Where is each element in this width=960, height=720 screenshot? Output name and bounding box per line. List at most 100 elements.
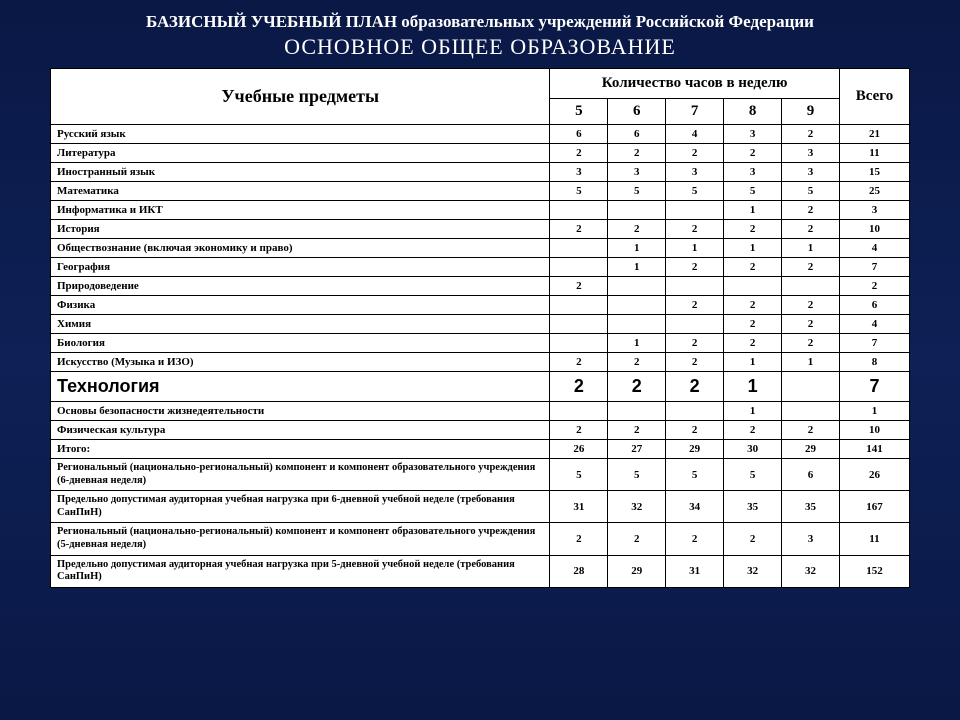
value-cell: 2: [782, 421, 840, 440]
value-cell: 2: [724, 334, 782, 353]
table-row: Иностранный язык3333315: [51, 163, 910, 182]
value-cell: 2: [608, 353, 666, 372]
subject-cell: Природоведение: [51, 277, 550, 296]
value-cell: 1: [724, 239, 782, 258]
value-cell: [550, 402, 608, 421]
subject-cell: Искусство (Музыка и ИЗО): [51, 353, 550, 372]
value-cell: 28: [550, 555, 608, 587]
value-cell: 5: [782, 182, 840, 201]
value-cell: 2: [666, 353, 724, 372]
value-cell: 1: [608, 258, 666, 277]
value-cell: [550, 258, 608, 277]
table-row: Предельно допустимая аудиторная учебная …: [51, 491, 910, 523]
total-cell: 2: [839, 277, 909, 296]
table-row: Природоведение22: [51, 277, 910, 296]
value-cell: 1: [724, 372, 782, 402]
subject-cell: Химия: [51, 315, 550, 334]
subject-cell: История: [51, 220, 550, 239]
value-cell: [666, 402, 724, 421]
table-row: Литература2222311: [51, 144, 910, 163]
table-row: Русский язык6643221: [51, 125, 910, 144]
value-cell: 2: [666, 372, 724, 402]
value-cell: 5: [608, 182, 666, 201]
value-cell: [550, 201, 608, 220]
subject-cell: Итого:: [51, 440, 550, 459]
grade-9-header: 9: [782, 99, 840, 125]
value-cell: 2: [724, 220, 782, 239]
value-cell: 2: [608, 372, 666, 402]
table-row: Биология12227: [51, 334, 910, 353]
table-row: История2222210: [51, 220, 910, 239]
value-cell: [782, 372, 840, 402]
total-cell: 26: [839, 459, 909, 491]
table-body: Русский язык6643221Литература2222311Инос…: [51, 125, 910, 588]
table-row: Обществознание (включая экономику и прав…: [51, 239, 910, 258]
table-row: Предельно допустимая аудиторная учебная …: [51, 555, 910, 587]
subject-cell: География: [51, 258, 550, 277]
value-cell: 4: [666, 125, 724, 144]
value-cell: 27: [608, 440, 666, 459]
value-cell: 3: [782, 163, 840, 182]
total-cell: 25: [839, 182, 909, 201]
value-cell: 5: [724, 182, 782, 201]
header-row-1: Учебные предметы Количество часов в неде…: [51, 69, 910, 99]
value-cell: [550, 239, 608, 258]
table-row: География12227: [51, 258, 910, 277]
value-cell: [608, 315, 666, 334]
value-cell: 2: [608, 144, 666, 163]
table-row: Химия224: [51, 315, 910, 334]
value-cell: [550, 296, 608, 315]
table-container: Учебные предметы Количество часов в неде…: [0, 68, 960, 588]
value-cell: 5: [724, 459, 782, 491]
value-cell: 29: [782, 440, 840, 459]
table-row: Региональный (национально-региональный) …: [51, 459, 910, 491]
total-cell: 7: [839, 258, 909, 277]
value-cell: 2: [782, 315, 840, 334]
subjects-header: Учебные предметы: [51, 69, 550, 125]
value-cell: 2: [724, 258, 782, 277]
total-cell: 4: [839, 315, 909, 334]
value-cell: 29: [666, 440, 724, 459]
value-cell: 2: [608, 523, 666, 555]
value-cell: [608, 201, 666, 220]
value-cell: 1: [608, 334, 666, 353]
value-cell: 3: [550, 163, 608, 182]
value-cell: 1: [666, 239, 724, 258]
table-row: Искусство (Музыка и ИЗО)222118: [51, 353, 910, 372]
value-cell: 1: [724, 201, 782, 220]
value-cell: 2: [550, 523, 608, 555]
total-cell: 15: [839, 163, 909, 182]
total-cell: 4: [839, 239, 909, 258]
subject-cell: Физика: [51, 296, 550, 315]
value-cell: 35: [782, 491, 840, 523]
subject-cell: Биология: [51, 334, 550, 353]
value-cell: 29: [608, 555, 666, 587]
total-cell: 8: [839, 353, 909, 372]
value-cell: 2: [550, 220, 608, 239]
value-cell: 1: [724, 353, 782, 372]
total-header: Всего: [839, 69, 909, 125]
value-cell: 2: [550, 372, 608, 402]
total-cell: 11: [839, 144, 909, 163]
total-cell: 10: [839, 220, 909, 239]
value-cell: 1: [782, 239, 840, 258]
value-cell: [666, 315, 724, 334]
total-cell: 1: [839, 402, 909, 421]
value-cell: 2: [550, 277, 608, 296]
table-row: Технология22217: [51, 372, 910, 402]
value-cell: 1: [608, 239, 666, 258]
value-cell: 2: [608, 220, 666, 239]
value-cell: 2: [666, 144, 724, 163]
table-row: Математика5555525: [51, 182, 910, 201]
value-cell: [608, 277, 666, 296]
table-row: Итого:2627293029141: [51, 440, 910, 459]
table-row: Информатика и ИКТ123: [51, 201, 910, 220]
value-cell: 32: [608, 491, 666, 523]
title-line2: ОСНОВНОЕ ОБЩЕЕ ОБРАЗОВАНИЕ: [20, 34, 940, 60]
subject-cell: Литература: [51, 144, 550, 163]
value-cell: 2: [782, 201, 840, 220]
value-cell: 2: [666, 334, 724, 353]
value-cell: 1: [782, 353, 840, 372]
value-cell: 2: [724, 315, 782, 334]
value-cell: 31: [550, 491, 608, 523]
